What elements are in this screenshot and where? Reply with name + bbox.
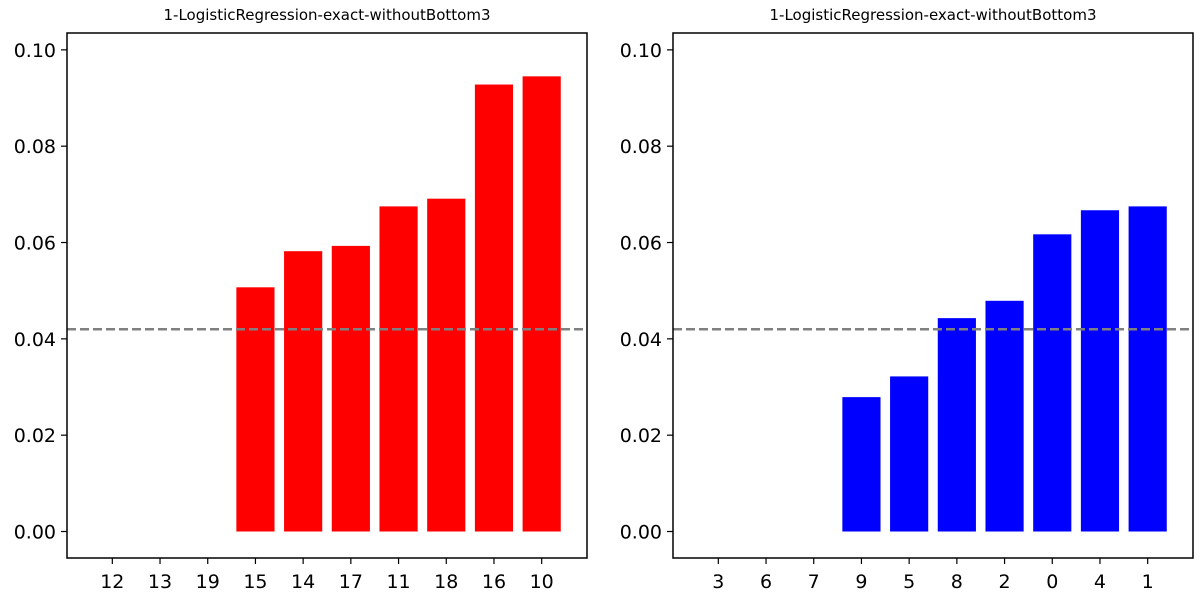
- bar-10: [522, 76, 561, 532]
- x-tick-label: 3: [712, 571, 724, 593]
- x-tick-label: 7: [808, 571, 820, 593]
- chart-title: 1-LogisticRegression-exact-withoutBottom…: [769, 6, 1096, 24]
- x-tick-label: 13: [148, 571, 172, 593]
- x-tick-label: 9: [855, 571, 867, 593]
- x-tick-label: 8: [951, 571, 963, 593]
- x-tick-label: 19: [196, 571, 220, 593]
- y-tick-label: 0.02: [620, 425, 662, 447]
- y-tick-label: 0.04: [620, 329, 662, 351]
- x-tick-label: 6: [760, 571, 772, 593]
- bar-8: [937, 318, 976, 532]
- x-tick-label: 1: [1142, 571, 1154, 593]
- axes-frame: [672, 32, 1194, 559]
- axes-frame: [66, 32, 588, 559]
- y-tick-label: 0.08: [14, 136, 56, 158]
- y-tick-label: 0.00: [620, 522, 662, 544]
- bar-5: [890, 376, 929, 532]
- bar-15: [236, 287, 275, 532]
- y-tick-label: 0.00: [14, 522, 56, 544]
- bar-18: [427, 198, 466, 532]
- x-tick-label: 18: [434, 571, 458, 593]
- y-tick-label: 0.04: [14, 329, 56, 351]
- y-tick-label: 0.06: [620, 233, 662, 255]
- bar-16: [474, 84, 514, 532]
- bar-4: [1080, 210, 1120, 532]
- chart-title: 1-LogisticRegression-exact-withoutBottom…: [163, 6, 490, 24]
- x-tick-label: 15: [243, 571, 267, 593]
- y-tick-label: 0.02: [14, 425, 56, 447]
- bar-11: [379, 206, 418, 532]
- x-tick-label: 2: [999, 571, 1011, 593]
- x-tick-label: 12: [100, 571, 124, 593]
- bar-1: [1128, 206, 1167, 532]
- bar-2: [985, 300, 1024, 532]
- x-tick-label: 0: [1046, 571, 1058, 593]
- y-tick-label: 0.10: [620, 40, 662, 62]
- y-tick-label: 0.10: [14, 40, 56, 62]
- bar-14: [284, 251, 323, 532]
- chart-panel-2: 0.00 0.02 0.04 0.06 0.08 0.10 3 6 7 9 5 8 2 0 4 1 1-Logi…: [620, 6, 1194, 593]
- x-tick-label: 4: [1094, 571, 1106, 593]
- bar-17: [331, 245, 370, 532]
- x-tick-label: 16: [482, 571, 506, 593]
- x-tick-label: 11: [386, 571, 410, 593]
- y-tick-label: 0.06: [14, 233, 56, 255]
- x-tick-label: 10: [530, 571, 554, 593]
- x-tick-label: 5: [903, 571, 915, 593]
- x-tick-label: 17: [339, 571, 363, 593]
- bar-9: [842, 397, 881, 532]
- bar-0: [1033, 234, 1072, 532]
- x-tick-label: 14: [291, 571, 315, 593]
- y-tick-label: 0.08: [620, 136, 662, 158]
- chart-panel-1: 0.00 0.02 0.04 0.06 0.08 0.10 12 13 19 15 14 17 11 18…: [14, 6, 588, 593]
